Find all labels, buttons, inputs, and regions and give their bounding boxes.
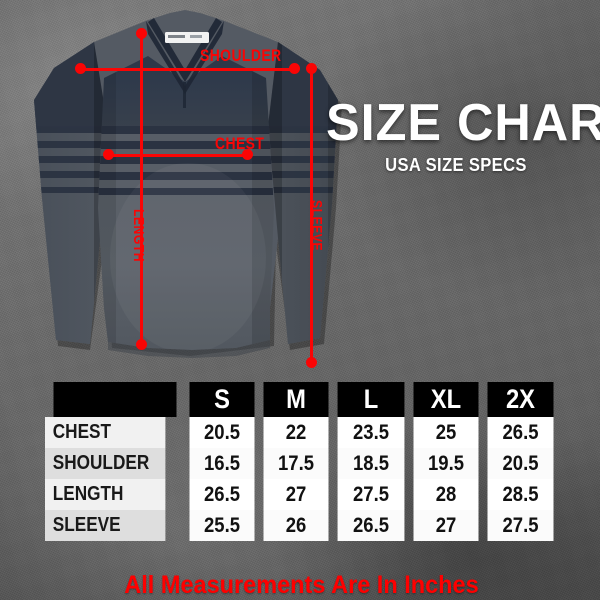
cell-shoulder-xl: 19.5: [413, 448, 479, 479]
cell-length-m: 27: [263, 479, 329, 510]
size-table-body: CHEST 20.5 22 23.5 25 26.5 SHOULDER 16.5…: [45, 417, 558, 541]
size-table: S M L XL 2X CHEST 20.5 22 23.5 25 26.5 S: [45, 382, 558, 541]
cell-shoulder-l: 18.5: [337, 448, 405, 479]
cell-length-xl: 28: [413, 479, 479, 510]
cell-chest-xl: 25: [413, 417, 479, 448]
row-label-sleeve: SLEEVE: [45, 510, 166, 541]
header-col-l: L: [337, 382, 405, 417]
table-row: LENGTH 26.5 27 27.5 28 28.5: [45, 479, 558, 510]
sleeve-measure-dot-bottom: [306, 357, 317, 368]
cell-chest-l: 23.5: [337, 417, 405, 448]
table-row: CHEST 20.5 22 23.5 25 26.5: [45, 417, 558, 448]
heading-block: SIZE CHART USA SIZE SPECS: [322, 94, 600, 176]
shoulder-measure-dot-left: [75, 63, 86, 74]
cell-chest-m: 22: [263, 417, 329, 448]
shoulder-measure-dot-right: [289, 63, 300, 74]
cell-sleeve-2x: 27.5: [487, 510, 554, 541]
length-measure-line: [140, 33, 143, 345]
length-label: LENGTH: [130, 209, 147, 263]
cell-length-l: 27.5: [337, 479, 405, 510]
cell-shoulder-2x: 20.5: [487, 448, 554, 479]
chest-measure-line: [108, 154, 248, 157]
sleeve-label: SLEEVE: [308, 200, 325, 251]
size-table-wrap: S M L XL 2X CHEST 20.5 22 23.5 25 26.5 S: [45, 382, 558, 541]
shoulder-label: SHOULDER: [200, 46, 282, 65]
header-col-s: S: [189, 382, 255, 417]
size-table-head: S M L XL 2X: [45, 382, 558, 417]
sleeve-measure-line: [310, 68, 313, 364]
header-col-2x: 2X: [487, 382, 554, 417]
header-corner: [53, 382, 177, 417]
cell-chest-s: 20.5: [189, 417, 255, 448]
page-subtitle: USA SIZE SPECS: [385, 155, 527, 175]
cell-length-2x: 28.5: [487, 479, 554, 510]
cell-sleeve-xl: 27: [413, 510, 479, 541]
chest-label: CHEST: [215, 134, 265, 153]
cell-chest-2x: 26.5: [487, 417, 554, 448]
cell-sleeve-s: 25.5: [189, 510, 255, 541]
table-header-row: S M L XL 2X: [45, 382, 558, 417]
measurements-note: All Measurements Are In Inches: [124, 571, 479, 599]
shoulder-measure-line: [80, 68, 295, 71]
header-col-xl: XL: [413, 382, 479, 417]
chest-measure-dot-right: [242, 149, 253, 160]
row-label-chest: CHEST: [45, 417, 166, 448]
cell-shoulder-s: 16.5: [189, 448, 255, 479]
garment-image: [20, 8, 350, 370]
table-row: SHOULDER 16.5 17.5 18.5 19.5 20.5: [45, 448, 558, 479]
length-measure-dot-top: [136, 28, 147, 39]
header-col-m: M: [263, 382, 329, 417]
row-label-length: LENGTH: [45, 479, 166, 510]
table-row: SLEEVE 25.5 26 26.5 27 27.5: [45, 510, 558, 541]
page-title: SIZE CHART: [326, 94, 600, 152]
cell-sleeve-m: 26: [263, 510, 329, 541]
sleeve-measure-dot-top: [306, 63, 317, 74]
cell-sleeve-l: 26.5: [337, 510, 405, 541]
row-label-shoulder: SHOULDER: [45, 448, 166, 479]
cell-shoulder-m: 17.5: [263, 448, 329, 479]
chest-measure-dot-left: [103, 149, 114, 160]
length-measure-dot-bottom: [136, 339, 147, 350]
cell-length-s: 26.5: [189, 479, 255, 510]
